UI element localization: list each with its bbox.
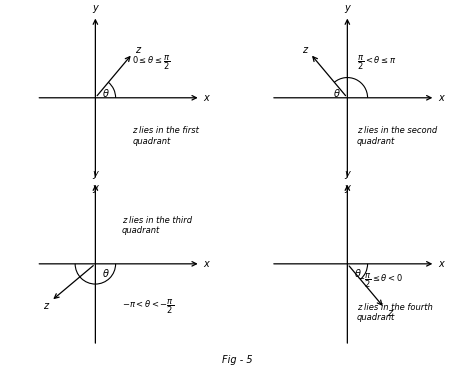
Text: z lies in the fourth
quadrant: z lies in the fourth quadrant	[356, 303, 432, 322]
Text: z: z	[135, 45, 140, 55]
Text: $0 \leq \theta \leq \dfrac{\pi}{2}$: $0 \leq \theta \leq \dfrac{\pi}{2}$	[132, 54, 171, 72]
Text: y: y	[92, 169, 98, 179]
Text: $\theta$: $\theta$	[102, 87, 109, 99]
Text: y: y	[92, 183, 98, 193]
Text: z lies in the third
quadrant: z lies in the third quadrant	[122, 216, 192, 235]
Text: z: z	[387, 308, 392, 318]
Text: x: x	[203, 93, 209, 103]
Text: z lies in the first
quadrant: z lies in the first quadrant	[132, 126, 199, 146]
Text: y: y	[345, 3, 350, 13]
Text: y: y	[345, 169, 350, 179]
Text: z lies in the second
quadrant: z lies in the second quadrant	[356, 126, 437, 146]
Text: Fig - 5: Fig - 5	[222, 355, 252, 365]
Text: $-\dfrac{\pi}{2} \leq \theta < 0$: $-\dfrac{\pi}{2} \leq \theta < 0$	[356, 272, 402, 290]
Text: $\dfrac{\pi}{2} < \theta \leq \pi$: $\dfrac{\pi}{2} < \theta \leq \pi$	[356, 54, 396, 72]
Text: y: y	[92, 3, 98, 13]
Text: x: x	[438, 259, 444, 269]
Text: z: z	[302, 45, 307, 55]
Text: x: x	[203, 259, 209, 269]
Text: $-\pi < \theta < -\dfrac{\pi}{2}$: $-\pi < \theta < -\dfrac{\pi}{2}$	[122, 298, 174, 317]
Text: x: x	[438, 93, 444, 103]
Text: y: y	[345, 183, 350, 193]
Text: $\theta$: $\theta$	[354, 266, 362, 279]
Text: $\theta$: $\theta$	[333, 87, 341, 99]
Text: $\theta$: $\theta$	[102, 266, 109, 279]
Text: z: z	[43, 301, 48, 311]
